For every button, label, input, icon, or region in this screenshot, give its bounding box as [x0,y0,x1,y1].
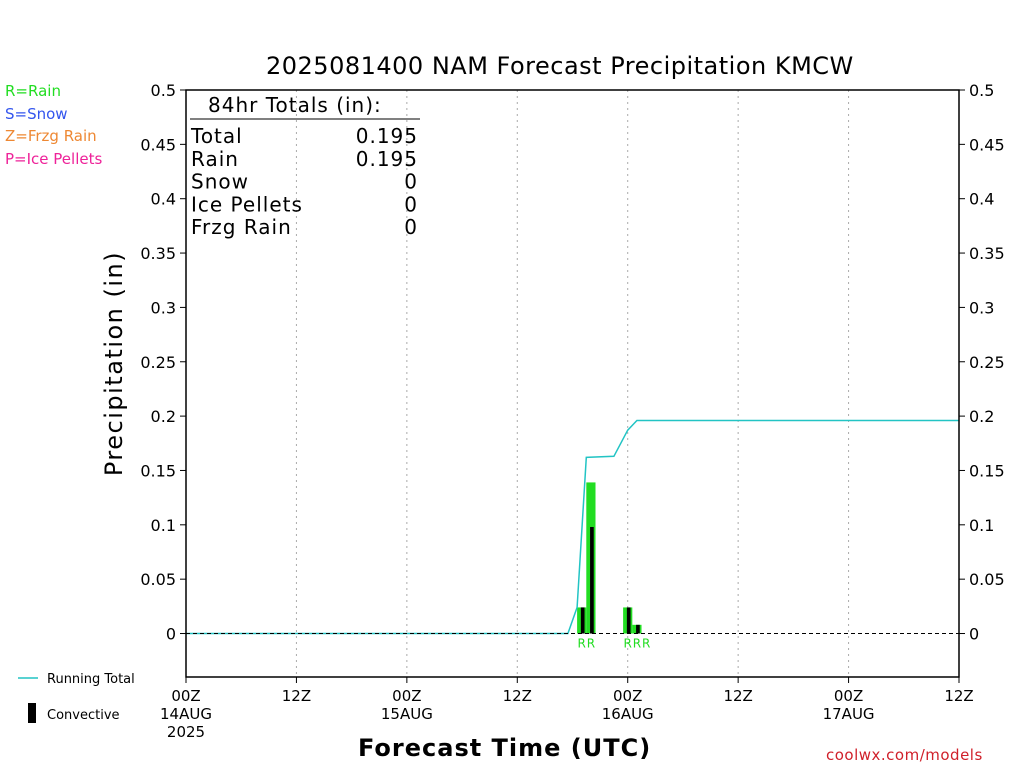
y-axis-label: Precipitation (in) [100,251,128,476]
running-total-legend-label: Running Total [47,672,135,687]
x-tick-label-4: 00Z [613,687,642,705]
y-tick-label-right-3: 0.15 [969,461,1005,480]
x-tick-label-6: 00Z [834,687,863,705]
y-tick-label-right-0: 0 [969,625,979,644]
precip-type-label-4: R [642,637,650,651]
x-tick-label-2: 00Z [392,687,421,705]
convective-swatch [28,703,36,723]
y-tick-label-left-7: 0.35 [140,244,176,263]
y-tick-label-left-5: 0.25 [140,353,176,372]
axes [180,89,965,683]
precip-type-label-0: R [578,637,586,651]
precip-bars [577,482,642,634]
y-tick-label-right-9: 0.45 [969,135,1005,154]
convective-bar-3 [636,624,640,634]
plot-frame [185,89,960,678]
y-tick-label-right-6: 0.3 [969,298,994,317]
precip-type-legend: R=Rain S=Snow Z=Frzg Rain P=Ice Pellets [5,82,102,172]
totals-label-0: Total [190,124,243,148]
y-tick-label-right-2: 0.1 [969,516,994,535]
y-tick-label-right-7: 0.35 [969,244,1005,263]
convective-bar-0 [580,607,585,634]
chart-title: 2025081400 NAM Forecast Precipitation KM… [266,52,854,80]
series-legend: Running Total Convective [18,672,135,723]
legend-rain: R=Rain [5,82,61,100]
y-tick-label-right-10: 0.5 [969,81,994,100]
credit-text: coolwx.com/models [826,746,983,764]
totals-value-0: 0.195 [356,124,418,148]
y-tick-label-left-2: 0.1 [151,516,176,535]
y-tick-label-right-4: 0.2 [969,407,994,426]
totals-value-3: 0 [404,192,418,216]
x-tick-label-1: 12Z [282,687,311,705]
x-tick-label-7: 12Z [944,687,973,705]
x-tick-date-2: 15AUG [381,705,433,723]
y-tick-label-left-6: 0.3 [151,298,176,317]
x-tick-date-4: 16AUG [602,705,654,723]
convective-bar-2 [626,607,631,634]
y-tick-label-right-1: 0.05 [969,570,1005,589]
totals-value-4: 0 [404,215,418,239]
totals-box: 84hr Totals (in): Total 0.195 Rain 0.195 Snow… [190,93,420,239]
y-tick-label-left-10: 0.5 [151,81,176,100]
running-total-line [186,419,959,635]
totals-label-2: Snow [191,170,249,194]
x-tick-year-0: 2025 [167,723,205,741]
tick-labels: R R R R R0 00.05 0.050.1 0.10.15 0.150.2 0.20.25 0… [100,81,1005,741]
precip-type-label-1: R [587,637,595,651]
y-tick-label-left-1: 0.05 [140,570,176,589]
totals-value-2: 0 [404,170,418,194]
legend-ice-pellets: P=Ice Pellets [5,149,103,168]
y-tick-label-left-3: 0.15 [140,461,176,480]
totals-label-1: Rain [191,147,239,171]
totals-label-3: Ice Pellets [191,192,303,216]
y-tick-label-left-0: 0 [166,625,176,644]
totals-label-4: Frzg Rain [191,215,292,239]
grid-lines [295,90,850,677]
convective-legend-label: Convective [47,708,120,723]
legend-frzg-rain: Z=Frzg Rain [5,127,97,145]
precip-type-label-2: R [624,637,632,651]
y-tick-label-left-9: 0.45 [140,135,176,154]
running-total-layer [186,419,959,635]
x-tick-date-6: 17AUG [823,705,875,723]
convective-bar-1 [590,526,594,634]
x-axis-label: Forecast Time (UTC) [358,734,652,762]
x-tick-label-0: 00Z [171,687,200,705]
y-tick-label-left-8: 0.4 [151,190,176,209]
x-tick-label-3: 12Z [503,687,532,705]
x-tick-label-5: 12Z [723,687,752,705]
legend-snow: S=Snow [5,104,68,123]
y-tick-label-right-8: 0.4 [969,190,994,209]
precip-type-label-3: R [633,637,641,651]
x-tick-date-0: 14AUG [160,705,212,723]
y-tick-label-right-5: 0.25 [969,353,1005,372]
totals-value-1: 0.195 [356,147,418,171]
y-tick-label-left-4: 0.2 [151,407,176,426]
totals-header: 84hr Totals (in): [208,93,382,117]
